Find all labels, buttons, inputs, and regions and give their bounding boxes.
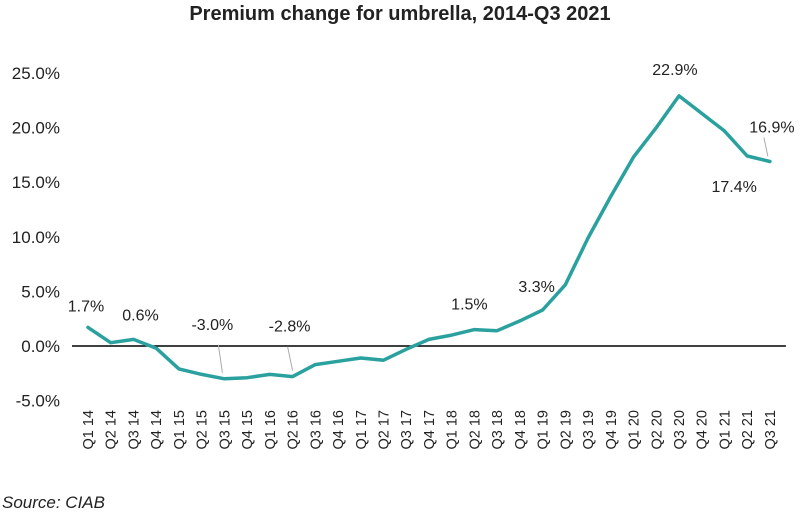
data-point bbox=[313, 363, 317, 367]
x-tick-label: Q4 20 bbox=[695, 410, 711, 450]
x-tick-label: Q4 18 bbox=[513, 410, 529, 450]
data-point bbox=[541, 308, 545, 312]
y-tick-label: -5.0% bbox=[16, 392, 60, 411]
data-point bbox=[745, 154, 749, 158]
x-tick-label: Q4 19 bbox=[604, 410, 620, 450]
y-axis: 25.0% 20.0% 15.0% 10.0% 5.0% 0.0% -5.0% bbox=[12, 64, 60, 411]
x-tick-label: Q2 16 bbox=[286, 410, 302, 450]
y-tick-label: 10.0% bbox=[12, 228, 60, 247]
x-tick-label: Q2 19 bbox=[558, 410, 574, 450]
data-point bbox=[291, 375, 295, 379]
data-label: 16.9% bbox=[749, 119, 794, 136]
x-tick-label: Q3 17 bbox=[399, 410, 415, 450]
data-point bbox=[700, 111, 704, 115]
data-label: -3.0% bbox=[191, 317, 233, 334]
data-point bbox=[654, 126, 658, 130]
data-point bbox=[404, 347, 408, 351]
x-tick-label: Q4 17 bbox=[422, 410, 438, 450]
x-tick-label: Q4 15 bbox=[240, 410, 256, 450]
data-point bbox=[495, 329, 499, 333]
x-tick-label: Q1 18 bbox=[445, 410, 461, 450]
x-tick-label: Q2 17 bbox=[377, 410, 393, 450]
series-line bbox=[86, 94, 772, 381]
label-leader-line bbox=[287, 346, 294, 371]
x-tick-label: Q1 15 bbox=[172, 410, 188, 450]
data-point bbox=[131, 337, 135, 341]
data-labels: 1.7% 0.6% -3.0% -2.8% 1.5% 3.3% 22.9% 17.4% 16.9… bbox=[68, 62, 795, 336]
x-tick-label: Q1 19 bbox=[536, 410, 552, 450]
x-tick-label: Q3 19 bbox=[581, 410, 597, 450]
data-point bbox=[268, 372, 272, 376]
data-points bbox=[86, 94, 772, 381]
x-tick-label: Q4 16 bbox=[331, 410, 347, 450]
data-point bbox=[177, 367, 181, 371]
y-tick-label: 20.0% bbox=[12, 119, 60, 138]
x-tick-label: Q3 14 bbox=[127, 410, 143, 450]
y-tick-label: 5.0% bbox=[21, 282, 60, 301]
data-point bbox=[518, 319, 522, 323]
data-point bbox=[109, 341, 113, 345]
data-point bbox=[200, 372, 204, 376]
data-point bbox=[472, 328, 476, 332]
data-point bbox=[563, 283, 567, 287]
x-tick-label: Q1 17 bbox=[354, 410, 370, 450]
data-point bbox=[336, 359, 340, 363]
data-label: 22.9% bbox=[652, 62, 697, 79]
label-leaders bbox=[217, 137, 769, 373]
x-tick-label: Q1 14 bbox=[81, 410, 97, 450]
y-tick-label: 15.0% bbox=[12, 173, 60, 192]
data-label: 1.5% bbox=[451, 297, 487, 314]
data-point bbox=[586, 236, 590, 240]
x-tick-label: Q2 15 bbox=[195, 410, 211, 450]
x-tick-label: Q2 20 bbox=[649, 410, 665, 450]
data-point bbox=[222, 377, 226, 381]
data-label: 1.7% bbox=[68, 298, 104, 315]
source-note: Source: CIAB bbox=[2, 493, 105, 512]
data-point bbox=[450, 333, 454, 337]
x-axis: Q1 14 Q2 14 Q3 14 Q4 14 Q1 15 Q2 15 Q3 15 Q4 15… bbox=[81, 410, 779, 450]
y-tick-label: 0.0% bbox=[21, 337, 60, 356]
data-point bbox=[427, 337, 431, 341]
chart-title: Premium change for umbrella, 2014-Q3 202… bbox=[189, 3, 610, 25]
data-label: 17.4% bbox=[711, 179, 756, 196]
data-label: 3.3% bbox=[518, 279, 554, 296]
x-tick-label: Q1 20 bbox=[627, 410, 643, 450]
x-tick-label: Q3 18 bbox=[490, 410, 506, 450]
data-point bbox=[86, 325, 90, 329]
data-point bbox=[154, 346, 158, 350]
label-leader-line bbox=[763, 137, 769, 157]
x-tick-label: Q2 14 bbox=[104, 410, 120, 450]
x-tick-label: Q3 15 bbox=[217, 410, 233, 450]
data-point bbox=[381, 358, 385, 362]
x-tick-label: Q2 18 bbox=[467, 410, 483, 450]
x-tick-label: Q3 16 bbox=[308, 410, 324, 450]
x-tick-label: Q3 20 bbox=[672, 410, 688, 450]
data-point bbox=[677, 94, 681, 98]
label-leader-line bbox=[217, 344, 223, 373]
x-tick-label: Q3 21 bbox=[763, 410, 779, 450]
data-point bbox=[609, 194, 613, 198]
data-point bbox=[245, 376, 249, 380]
x-tick-label: Q2 21 bbox=[740, 410, 756, 450]
data-point bbox=[359, 356, 363, 360]
data-point bbox=[722, 129, 726, 133]
data-label: 0.6% bbox=[122, 307, 158, 324]
x-tick-label: Q1 21 bbox=[717, 410, 733, 450]
data-point bbox=[632, 155, 636, 159]
y-tick-label: 25.0% bbox=[12, 64, 60, 83]
data-label: -2.8% bbox=[269, 319, 311, 336]
x-tick-label: Q1 16 bbox=[263, 410, 279, 450]
x-tick-label: Q4 14 bbox=[149, 410, 165, 450]
data-point bbox=[768, 159, 772, 163]
